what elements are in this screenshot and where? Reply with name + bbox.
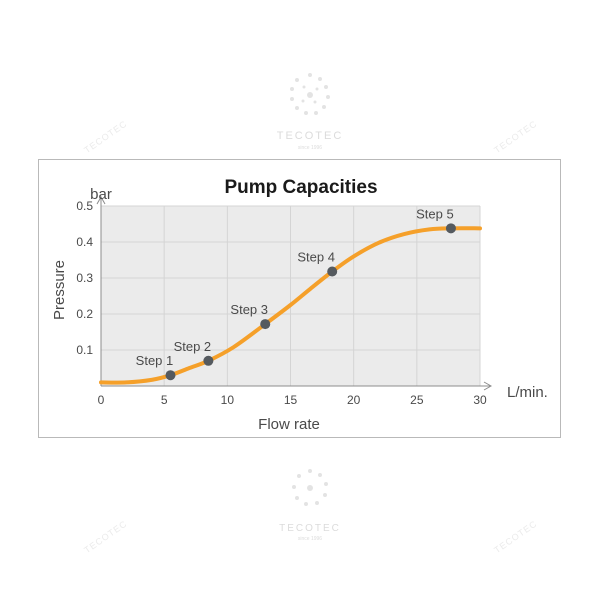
y-tick-label: 0.5 xyxy=(76,199,93,213)
watermark-tagline-bottom: since 1996 xyxy=(298,536,322,542)
watermark-logo-top: TECOTEC since 1996 xyxy=(277,73,344,151)
x-tick-label: 0 xyxy=(98,393,105,407)
svg-text:TECOTEC: TECOTEC xyxy=(492,518,539,555)
step-label: Step 2 xyxy=(174,339,212,354)
x-tick-label: 25 xyxy=(410,393,424,407)
watermark-brand: TECOTEC xyxy=(277,130,344,142)
svg-text:TECOTEC: TECOTEC xyxy=(492,118,539,155)
watermark-text-right: TECOTEC xyxy=(492,118,539,155)
y-axis-arrow xyxy=(96,195,106,205)
y-tick-label: 0.4 xyxy=(76,235,93,249)
y-tick-label: 0.2 xyxy=(76,307,93,321)
step-label: Step 5 xyxy=(416,206,454,221)
step-label: Step 4 xyxy=(297,250,335,265)
pump-capacities-chart: Pump Capacities 0 5 10 15 20 25 30 0.10.20.30.… xyxy=(51,177,548,433)
watermark-text-left: TECOTEC xyxy=(82,118,129,155)
y-tick-labels: 0.1 0.2 0.3 0.4 0.5 xyxy=(76,199,93,357)
step-marker xyxy=(327,266,338,277)
watermark-text-bottom-left: TECOTEC xyxy=(82,518,129,555)
chart-title: Pump Capacities xyxy=(224,177,377,198)
step-marker xyxy=(445,223,456,234)
y-tick-label: 0.1 xyxy=(76,343,93,357)
x-axis-unit: L/min. xyxy=(507,384,548,401)
x-tick-label: 10 xyxy=(221,393,235,407)
step-marker xyxy=(165,370,176,381)
watermark-text-bottom-right: TECOTEC xyxy=(492,518,539,555)
step-label: Step 1 xyxy=(136,353,174,368)
step-marker xyxy=(203,355,214,366)
x-tick-labels: 0 5 10 15 20 25 30 xyxy=(98,393,487,407)
x-tick-label: 20 xyxy=(347,393,361,407)
x-tick-label: 30 xyxy=(473,393,487,407)
step-marker xyxy=(260,319,271,330)
grid-lines xyxy=(101,205,481,386)
watermark-brand-bottom: TECOTEC xyxy=(279,523,341,534)
svg-text:TECOTEC: TECOTEC xyxy=(82,118,129,155)
watermark-logo-bottom: TECOTEC since 1996 xyxy=(279,469,341,542)
svg-text:TECOTEC: TECOTEC xyxy=(82,518,129,555)
x-axis-arrow xyxy=(483,381,493,391)
pressure-curve xyxy=(99,226,482,385)
watermark-tagline: since 1996 xyxy=(298,145,322,151)
chart-panel: Pump Capacities 0 5 10 15 20 25 30 0.1 0.2 0.3 0.… xyxy=(38,159,561,438)
x-tick-label: 15 xyxy=(284,393,298,407)
y-axis-unit: bar xyxy=(90,186,112,203)
y-tick-label: 0.3 xyxy=(76,271,93,285)
x-tick-label: 5 xyxy=(161,393,168,407)
x-axis-label: Flow rate xyxy=(258,416,320,433)
y-axis-label: Pressure xyxy=(51,260,68,320)
step-label: Step 3 xyxy=(230,302,268,317)
